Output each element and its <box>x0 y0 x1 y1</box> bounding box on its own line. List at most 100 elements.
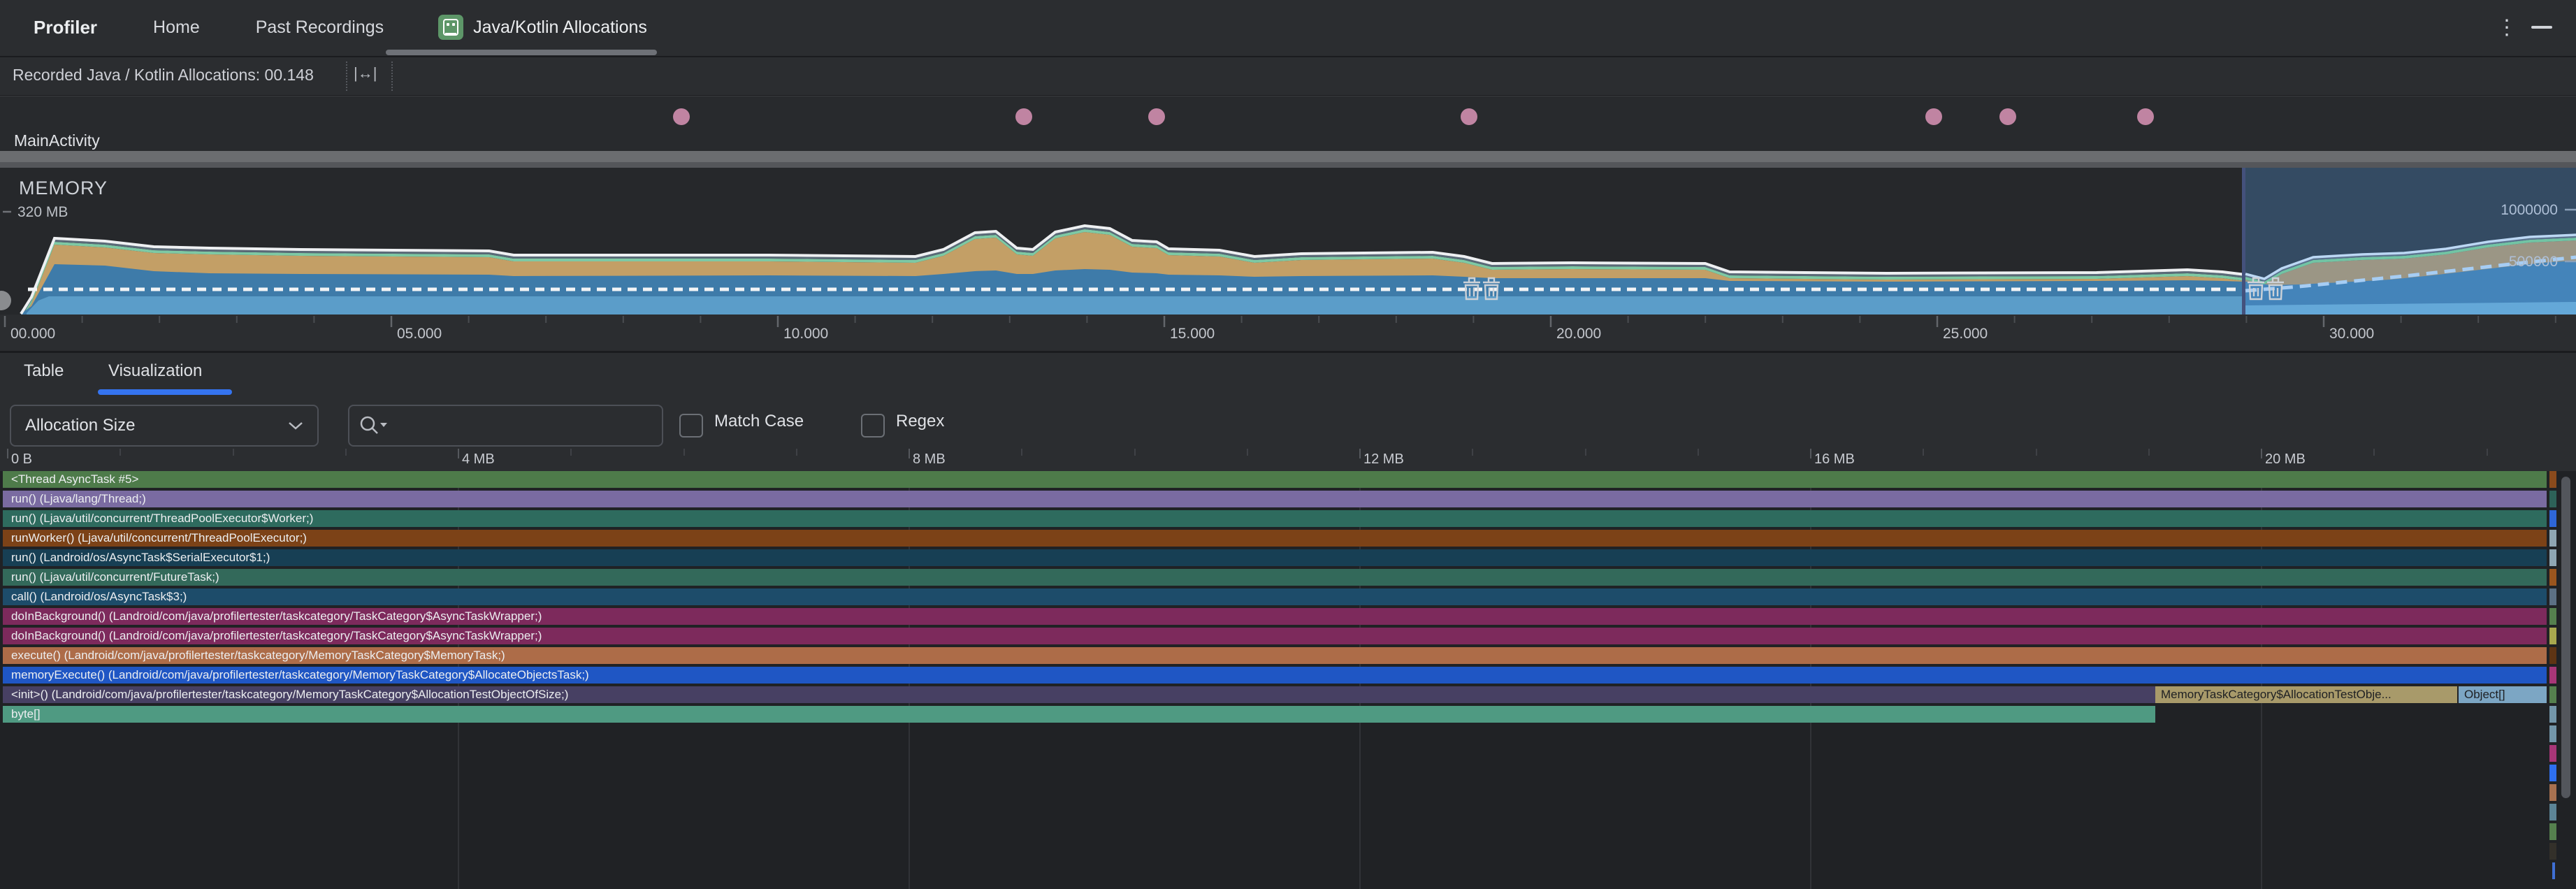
allocations-record-icon <box>438 15 464 40</box>
flame-bar-label: byte[] <box>11 707 41 721</box>
active-tab-underline <box>386 50 657 55</box>
flame-bar-label: Object[] <box>2464 688 2505 701</box>
fit-selection-icon[interactable]: |↔| <box>354 64 377 82</box>
flame-mini-bar[interactable] <box>2549 491 2556 507</box>
time-axis-label: 20.000 <box>1556 326 1602 342</box>
match-case-checkbox[interactable] <box>679 414 703 438</box>
flame-mini-bar[interactable] <box>2549 706 2556 723</box>
gc-event-icon <box>2248 277 2264 301</box>
flame-mini-bar[interactable] <box>2549 569 2556 586</box>
touch-event-dot <box>1999 108 2016 125</box>
ruler-tick <box>1134 449 1136 456</box>
ruler-tick <box>2148 449 2150 456</box>
app-title: Profiler <box>34 16 98 38</box>
range-handle[interactable] <box>0 291 11 310</box>
tab-past-recordings[interactable]: Past Recordings <box>255 17 384 37</box>
flame-mini-bar[interactable] <box>2549 530 2556 547</box>
flame-bar[interactable]: doInBackground() (Landroid/com/java/prof… <box>3 608 2547 625</box>
flame-bar[interactable]: memoryExecute() (Landroid/com/java/profi… <box>3 667 2547 684</box>
flame-bar[interactable]: runWorker() (Ljava/util/concurrent/Threa… <box>3 530 2547 547</box>
flame-mini-bar[interactable] <box>2549 667 2556 684</box>
tab-table[interactable]: Table <box>24 361 64 380</box>
total-line <box>20 224 2246 315</box>
ruler-tick <box>1021 449 1023 456</box>
tab-java-kotlin-allocations[interactable]: Java/Kotlin Allocations <box>438 15 647 40</box>
ruler-tick <box>1359 449 1361 458</box>
ruler-tick <box>2035 449 2037 456</box>
allocation-flame-chart: <Thread AsyncTask #5> run() (Ljava/lang/T… <box>0 471 2576 889</box>
flame-mini-bar[interactable] <box>2549 588 2556 605</box>
sel-total-line <box>2245 233 2576 280</box>
flame-bar[interactable]: run() (Landroid/os/AsyncTask$SerialExecu… <box>3 549 2547 566</box>
flame-mini-bar[interactable] <box>2549 628 2556 644</box>
vertical-scrollbar[interactable] <box>2561 477 2570 798</box>
gc-event-icon <box>2267 277 2284 301</box>
size-ruler: 0 B 4 MB 8 MB 12 MB 16 MB 20 MB <box>0 449 2576 471</box>
flame-bar-label: run() (Ljava/lang/Thread;) <box>11 492 146 505</box>
allocation-size-dropdown[interactable]: Allocation Size <box>10 405 319 447</box>
flame-bar-label: run() (Ljava/util/concurrent/ThreadPoolE… <box>11 512 314 525</box>
time-axis-label: 15.000 <box>1170 326 1215 342</box>
time-axis-label: 05.000 <box>397 326 442 342</box>
ruler-label: 0 B <box>11 451 33 467</box>
time-axis-label: 25.000 <box>1943 326 1988 342</box>
recording-toolbar: Recorded Java / Kotlin Allocations: 00.1… <box>0 57 2576 96</box>
flame-mini-bar[interactable] <box>2549 549 2556 566</box>
flame-bar-label: call() (Landroid/os/AsyncTask$3;) <box>11 590 187 603</box>
memory-timeline-chart[interactable]: MEMORY 320 MB 1000000 500000 <box>0 168 2576 315</box>
time-axis-label: 30.000 <box>2329 326 2375 342</box>
flame-mini-bar[interactable] <box>2549 804 2556 821</box>
flame-bar[interactable]: Object[] <box>2459 686 2547 703</box>
flame-bar[interactable]: <init>() (Landroid/com/java/profilertest… <box>3 686 2155 703</box>
ruler-tick <box>232 449 234 456</box>
flame-mini-bar[interactable] <box>2549 745 2556 762</box>
sel-graphics-layer <box>2245 238 2576 284</box>
flame-mini-bar[interactable] <box>2549 843 2556 860</box>
flame-bar[interactable]: run() (Ljava/util/concurrent/ThreadPoolE… <box>3 510 2547 527</box>
flame-bar[interactable]: run() (Ljava/util/concurrent/FutureTask;… <box>3 569 2547 586</box>
flame-mini-bar[interactable] <box>2549 686 2556 703</box>
flame-mini-bar[interactable] <box>2549 510 2556 527</box>
flame-mini-bar[interactable] <box>2549 823 2556 840</box>
top-toolbar: Profiler Home Past Recordings Java/Kotli… <box>0 0 2576 57</box>
selection-left-border <box>2242 168 2245 315</box>
ruler-tick <box>2486 449 2488 456</box>
flame-mini-bar[interactable] <box>2549 471 2556 488</box>
flame-mini-bar[interactable] <box>2552 862 2555 879</box>
minimize-icon[interactable] <box>2531 26 2552 29</box>
sel-others-layer <box>2245 302 2576 315</box>
ruler-tick <box>1246 449 1248 456</box>
more-options-icon[interactable]: ⋮ <box>2496 16 2517 39</box>
flame-bar[interactable]: byte[] <box>3 706 2155 723</box>
ruler-label: 16 MB <box>1814 451 1855 467</box>
others-layer <box>27 296 2242 315</box>
regex-checkbox[interactable] <box>861 414 885 438</box>
flame-mini-bar[interactable] <box>2549 784 2556 801</box>
ruler-tick <box>1584 449 1586 456</box>
flame-mini-bar[interactable] <box>2549 765 2556 781</box>
flame-bar[interactable]: MemoryTaskCategory$AllocationTestObje... <box>2155 686 2457 703</box>
search-icon <box>360 416 387 434</box>
flame-bar[interactable]: execute() (Landroid/com/java/profilertes… <box>3 647 2547 664</box>
memory-chart-title: MEMORY <box>19 178 108 198</box>
touch-event-dot <box>673 108 690 125</box>
time-axis: 00.000 05.000 10.000 15.000 20.000 25.000 30.0… <box>0 315 2576 353</box>
flame-mini-bar[interactable] <box>2549 647 2556 664</box>
flame-bar-label: runWorker() (Ljava/util/concurrent/Threa… <box>11 531 307 544</box>
flame-mini-bar[interactable] <box>2549 725 2556 742</box>
search-input[interactable] <box>348 405 663 447</box>
tab-visualization[interactable]: Visualization <box>108 361 203 380</box>
event-timeline[interactable]: MainActivity <box>0 96 2576 152</box>
flame-bar[interactable]: run() (Ljava/lang/Thread;) <box>3 491 2547 507</box>
flame-bar-label: execute() (Landroid/com/java/profilertes… <box>11 649 505 662</box>
flame-bar[interactable]: <Thread AsyncTask #5> <box>3 471 2547 488</box>
graphics-layer <box>22 229 2245 315</box>
flame-mini-bar[interactable] <box>2549 608 2556 625</box>
activity-name: MainActivity <box>14 131 100 150</box>
ruler-tick <box>345 449 347 456</box>
ruler-tick <box>7 449 8 458</box>
tab-home[interactable]: Home <box>153 17 200 37</box>
flame-bar[interactable]: doInBackground() (Landroid/com/java/prof… <box>3 628 2547 644</box>
flame-bar[interactable]: call() (Landroid/os/AsyncTask$3;) <box>3 588 2547 605</box>
